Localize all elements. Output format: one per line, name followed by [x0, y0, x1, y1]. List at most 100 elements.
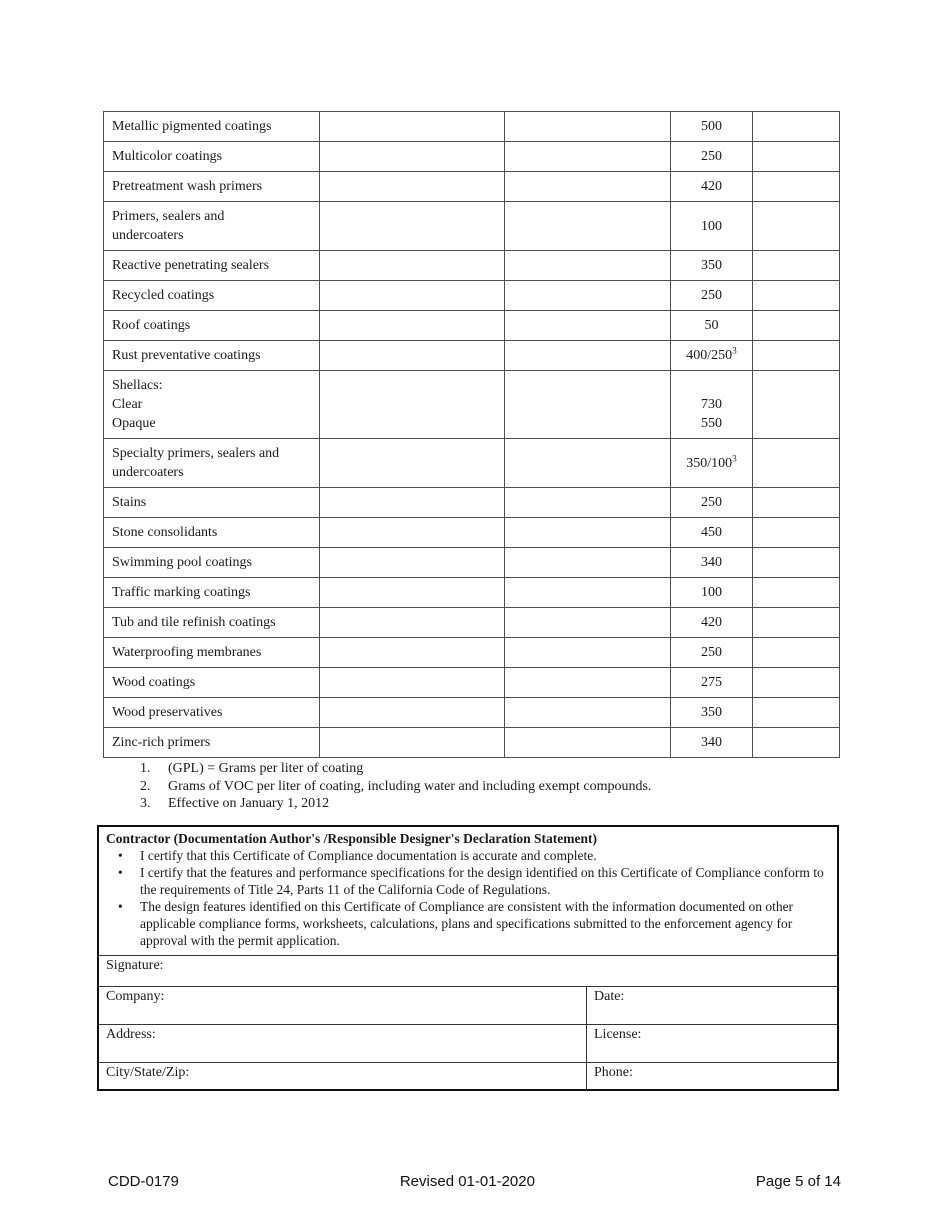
voc-limit-cell: 450	[670, 517, 753, 548]
company-date-row: Company: Date:	[99, 986, 837, 1024]
empty-cell-2[interactable]	[504, 697, 671, 728]
bullet-icon	[118, 898, 140, 949]
empty-cell-3[interactable]	[752, 280, 840, 311]
empty-cell-3[interactable]	[752, 607, 840, 638]
empty-cell-2[interactable]	[504, 340, 671, 371]
empty-cell-2[interactable]	[504, 727, 671, 758]
empty-cell-2[interactable]	[504, 141, 671, 172]
footnote-2: 2. Grams of VOC per liter of coating, in…	[140, 778, 651, 796]
empty-cell-3[interactable]	[752, 438, 840, 488]
empty-cell-2[interactable]	[504, 607, 671, 638]
empty-cell-2[interactable]	[504, 280, 671, 311]
empty-cell-1[interactable]	[319, 667, 505, 698]
coating-category-cell: Reactive penetrating sealers	[103, 250, 320, 281]
revised-date: Revised 01-01-2020	[399, 1173, 535, 1190]
empty-cell-1[interactable]	[319, 141, 505, 172]
voc-limit-cell: 340	[670, 547, 753, 578]
empty-cell-2[interactable]	[504, 487, 671, 518]
empty-cell-2[interactable]	[504, 547, 671, 578]
date-field[interactable]: Date:	[587, 987, 837, 1024]
coating-category-cell: Multicolor coatings	[103, 141, 320, 172]
address-license-row: Address: License:	[99, 1024, 837, 1062]
voc-limit-cell: 730 550	[670, 370, 753, 439]
voc-limit-cell: 275	[670, 667, 753, 698]
empty-cell-2[interactable]	[504, 201, 671, 251]
phone-field[interactable]: Phone:	[587, 1063, 837, 1089]
declaration-bullet-text: The design features identified on this C…	[140, 899, 794, 948]
license-label: License:	[594, 1027, 642, 1042]
empty-cell-1[interactable]	[319, 487, 505, 518]
empty-cell-3[interactable]	[752, 370, 840, 439]
city-state-zip-field[interactable]: City/State/Zip:	[99, 1063, 587, 1089]
coating-category-cell: Tub and tile refinish coatings	[103, 607, 320, 638]
empty-cell-1[interactable]	[319, 697, 505, 728]
empty-cell-2[interactable]	[504, 438, 671, 488]
empty-cell-3[interactable]	[752, 697, 840, 728]
empty-cell-1[interactable]	[319, 607, 505, 638]
page-number: Page 5 of 14	[755, 1173, 841, 1190]
empty-cell-3[interactable]	[752, 577, 840, 608]
declaration-bullet-text: I certify that the features and performa…	[140, 865, 824, 897]
table-row: Tub and tile refinish coatings 420	[103, 607, 840, 638]
coating-category-cell: Metallic pigmented coatings	[103, 111, 320, 142]
empty-cell-3[interactable]	[752, 111, 840, 142]
coating-category-cell: Zinc-rich primers	[103, 727, 320, 758]
empty-cell-3[interactable]	[752, 310, 840, 341]
company-field[interactable]: Company:	[99, 987, 587, 1024]
empty-cell-3[interactable]	[752, 250, 840, 281]
empty-cell-3[interactable]	[752, 667, 840, 698]
voc-limit-cell: 340	[670, 727, 753, 758]
empty-cell-3[interactable]	[752, 547, 840, 578]
table-row: Specialty primers, sealers and undercoate…	[103, 438, 840, 488]
footnote-number: 2.	[140, 778, 151, 794]
empty-cell-3[interactable]	[752, 340, 840, 371]
empty-cell-2[interactable]	[504, 310, 671, 341]
empty-cell-1[interactable]	[319, 171, 505, 202]
coating-category-cell: Wood preservatives	[103, 697, 320, 728]
empty-cell-2[interactable]	[504, 250, 671, 281]
empty-cell-2[interactable]	[504, 111, 671, 142]
empty-cell-3[interactable]	[752, 201, 840, 251]
coating-category-cell: Wood coatings	[103, 667, 320, 698]
empty-cell-3[interactable]	[752, 727, 840, 758]
declaration-bullet-2: I certify that the features and performa…	[106, 864, 831, 898]
empty-cell-1[interactable]	[319, 547, 505, 578]
empty-cell-1[interactable]	[319, 340, 505, 371]
empty-cell-3[interactable]	[752, 517, 840, 548]
signature-field[interactable]: Signature:	[99, 955, 837, 986]
empty-cell-1[interactable]	[319, 637, 505, 668]
empty-cell-3[interactable]	[752, 487, 840, 518]
empty-cell-3[interactable]	[752, 141, 840, 172]
empty-cell-1[interactable]	[319, 280, 505, 311]
empty-cell-1[interactable]	[319, 201, 505, 251]
empty-cell-1[interactable]	[319, 250, 505, 281]
voc-limit-cell: 250	[670, 637, 753, 668]
address-field[interactable]: Address:	[99, 1025, 587, 1062]
empty-cell-1[interactable]	[319, 310, 505, 341]
company-label: Company:	[106, 989, 165, 1004]
empty-cell-1[interactable]	[319, 438, 505, 488]
empty-cell-2[interactable]	[504, 370, 671, 439]
empty-cell-1[interactable]	[319, 370, 505, 439]
empty-cell-3[interactable]	[752, 637, 840, 668]
table-row: Stains 250	[103, 487, 840, 518]
license-field[interactable]: License:	[587, 1025, 837, 1062]
empty-cell-2[interactable]	[504, 171, 671, 202]
coating-category-cell: Recycled coatings	[103, 280, 320, 311]
empty-cell-1[interactable]	[319, 727, 505, 758]
empty-cell-1[interactable]	[319, 577, 505, 608]
coating-category-cell: Primers, sealers and undercoaters	[103, 201, 320, 251]
coating-category-cell: Stone consolidants	[103, 517, 320, 548]
empty-cell-2[interactable]	[504, 517, 671, 548]
coating-category-cell: Swimming pool coatings	[103, 547, 320, 578]
empty-cell-1[interactable]	[319, 517, 505, 548]
table-row: Stone consolidants 450	[103, 517, 840, 548]
empty-cell-1[interactable]	[319, 111, 505, 142]
signature-label: Signature:	[106, 958, 164, 973]
empty-cell-3[interactable]	[752, 171, 840, 202]
empty-cell-2[interactable]	[504, 637, 671, 668]
empty-cell-2[interactable]	[504, 577, 671, 608]
footnote-number: 1.	[140, 761, 151, 776]
empty-cell-2[interactable]	[504, 667, 671, 698]
footnote-text: Grams of VOC per liter of coating, inclu…	[168, 778, 652, 794]
